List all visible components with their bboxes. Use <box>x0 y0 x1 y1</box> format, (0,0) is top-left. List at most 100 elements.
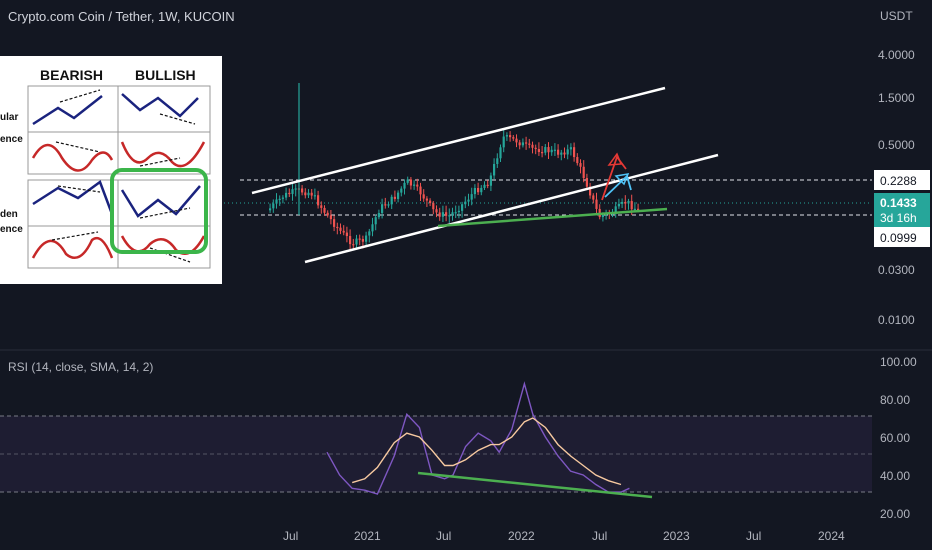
candle-body <box>614 206 617 214</box>
candle-body <box>451 212 454 216</box>
candle-body <box>589 186 592 196</box>
bearish-projection-arrow[interactable] <box>601 155 627 201</box>
candle-body <box>550 149 553 153</box>
time-tick: Jul <box>746 529 761 543</box>
price-tick: 0.0100 <box>878 313 915 327</box>
channel-upper-line[interactable] <box>251 86 666 195</box>
chart-title: Crypto.com Coin / Tether, 1W, KUCOIN <box>8 9 235 24</box>
candle-body <box>291 189 294 194</box>
upper-price-tag-bg <box>874 170 930 190</box>
lower-price-tag-bg <box>874 227 930 247</box>
candle-body <box>473 187 476 195</box>
candle-body <box>630 200 633 210</box>
candle-body <box>349 236 352 245</box>
candle-body <box>563 152 566 155</box>
candle-body <box>397 192 400 199</box>
candle-body <box>377 212 380 218</box>
candle-body <box>595 199 598 209</box>
candle-body <box>560 152 563 155</box>
candle-body <box>285 192 288 198</box>
upper-price-tag: 0.2288 <box>880 174 917 188</box>
candle-body <box>624 201 627 204</box>
divergence-legend-card: BEARISH BULLISH ular ence den ence <box>0 56 222 284</box>
candle-body <box>413 184 416 186</box>
candle-body <box>422 194 425 199</box>
candle-body <box>502 136 505 148</box>
candle-body <box>371 224 374 232</box>
current-price-tag: 0.1433 <box>880 196 917 210</box>
candle-body <box>336 226 339 229</box>
bearish-arrowhead-icon <box>607 152 623 166</box>
candle-body <box>429 200 432 204</box>
candle-body <box>627 200 630 204</box>
candle-body <box>512 137 515 139</box>
candle-body <box>576 157 579 164</box>
candle-body <box>547 147 550 153</box>
rsi-divergence-trendline[interactable] <box>417 471 653 499</box>
candle-body <box>432 203 435 210</box>
price-tick: 4.0000 <box>878 48 915 62</box>
candle-body <box>269 208 272 211</box>
rsi-tick: 80.00 <box>880 393 910 407</box>
hidden-bullish-highlight <box>110 168 208 254</box>
candle-body <box>486 184 489 186</box>
candle-body <box>361 238 364 242</box>
candle-body <box>617 203 620 207</box>
legend-row1-label-b: ence <box>0 134 23 145</box>
candle-body <box>621 201 624 204</box>
candle-body <box>390 196 393 205</box>
time-tick: Jul <box>592 529 607 543</box>
candle-body <box>566 149 569 155</box>
candle-body <box>470 194 473 200</box>
legend-row2-label-b: ence <box>0 224 23 235</box>
candle-body <box>496 158 499 164</box>
candle-body <box>345 232 348 237</box>
legend-price-zigzag <box>121 93 199 118</box>
legend-col-bullish: BULLISH <box>135 67 196 83</box>
candle-body <box>483 184 486 188</box>
candle-body <box>585 178 588 187</box>
candle-body <box>461 204 464 211</box>
price-tick: 1.5000 <box>878 91 915 105</box>
time-tick: 2022 <box>508 529 535 543</box>
rsi-line <box>326 381 630 495</box>
candle-body <box>438 212 441 217</box>
legend-row1-label-a: ular <box>0 112 18 123</box>
lower-price-tag: 0.0999 <box>880 231 917 245</box>
support-trendline[interactable] <box>437 207 668 228</box>
legend-row2-label-a: den <box>0 209 18 220</box>
countdown-tag: 3d 16h <box>880 211 917 225</box>
legend-price-zigzag <box>120 185 201 218</box>
candle-body <box>374 217 377 225</box>
candle-body <box>489 175 492 186</box>
candle-body <box>384 204 387 206</box>
candle-body <box>637 208 640 210</box>
candle-body <box>537 149 540 153</box>
candle-body <box>569 147 572 150</box>
channel-lower-line[interactable] <box>304 153 719 264</box>
candle-body <box>528 143 531 145</box>
candle-body <box>505 135 508 137</box>
candle-body <box>419 186 422 195</box>
legend-col-bearish: BEARISH <box>40 67 103 83</box>
candle-body <box>531 144 534 148</box>
candle-body <box>387 204 390 206</box>
candle-body <box>355 238 358 245</box>
candle-body <box>329 215 332 220</box>
rsi-title: RSI (14, close, SMA, 14, 2) <box>8 360 153 374</box>
candle-body <box>313 195 316 197</box>
candle-body <box>445 212 448 216</box>
candle-body <box>541 152 544 154</box>
candle-body <box>320 205 323 208</box>
candle-body <box>310 192 313 196</box>
candle-body <box>601 215 604 218</box>
time-tick: 2021 <box>354 529 381 543</box>
candle-body <box>441 212 444 217</box>
legend-price-zigzag <box>32 95 103 126</box>
candle-body <box>307 192 310 196</box>
candle-body <box>499 147 502 159</box>
candle-body <box>281 197 284 199</box>
candle-body <box>525 142 528 144</box>
candle-body <box>393 196 396 199</box>
